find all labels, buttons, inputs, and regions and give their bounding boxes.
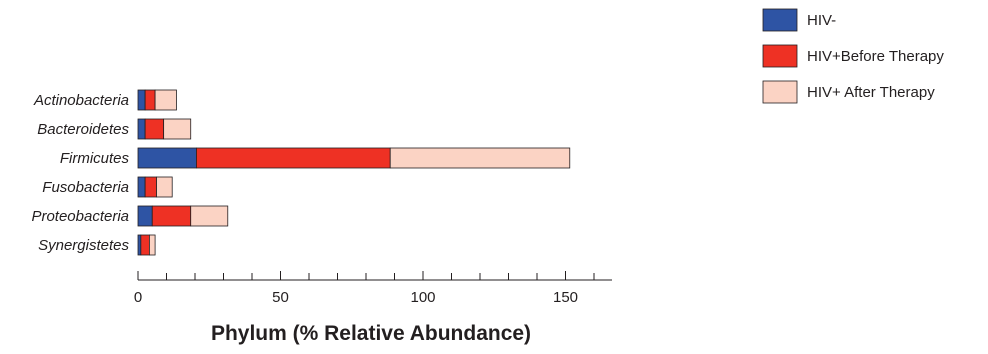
bar-actinobacteria-hiv-after-therapy — [154, 89, 177, 111]
category-labels: Actinobacteria Bacteroidetes Firmicutes Fus… — [31, 92, 129, 254]
x-tick-label: 50 — [272, 289, 289, 306]
bar-firmicutes-hiv-after-therapy — [389, 147, 571, 169]
legend-label: HIV+Before Therapy — [807, 48, 944, 65]
bar-fusobacteria-hiv-after-therapy — [156, 176, 173, 198]
bar-proteobacteria-hiv-before-therapy — [151, 205, 192, 227]
bar-firmicutes-hiv-before-therapy — [196, 147, 391, 169]
x-axis-label: Phylum (% Relative Abundance) — [211, 322, 531, 345]
bar-synergistetes-hiv-before-therapy — [140, 234, 150, 256]
category-label: Actinobacteria — [33, 92, 129, 109]
bar-fusobacteria-hiv — [137, 176, 146, 198]
bars-group — [137, 89, 571, 256]
legend-swatch-hiv-after-therapy — [762, 80, 798, 104]
legend-swatch-hiv-before-therapy — [762, 44, 798, 68]
bar-proteobacteria-hiv — [137, 205, 153, 227]
bar-firmicutes-hiv — [137, 147, 197, 169]
category-label: Synergistetes — [38, 237, 129, 254]
category-label: Fusobacteria — [42, 179, 129, 196]
category-label: Bacteroidetes — [37, 121, 129, 138]
bar-proteobacteria-hiv-after-therapy — [190, 205, 229, 227]
category-label: Proteobacteria — [31, 208, 129, 225]
bar-actinobacteria-hiv-before-therapy — [144, 89, 156, 111]
bar-actinobacteria-hiv — [137, 89, 146, 111]
bar-bacteroidetes-hiv — [137, 118, 146, 140]
x-tick-label: 150 — [553, 289, 578, 306]
category-label: Firmicutes — [60, 150, 130, 167]
bar-bacteroidetes-hiv-after-therapy — [163, 118, 192, 140]
bar-synergistetes-hiv-after-therapy — [148, 234, 156, 256]
x-axis: 0 50 100 150 — [134, 271, 612, 306]
legend: HIV- HIV+Before Therapy HIV+ After Therapy — [762, 8, 944, 104]
bar-synergistetes-hiv — [137, 234, 142, 256]
bar-bacteroidetes-hiv-before-therapy — [144, 118, 165, 140]
bar-fusobacteria-hiv-before-therapy — [144, 176, 157, 198]
legend-swatch-hiv — [762, 8, 798, 32]
x-tick-label: 100 — [410, 289, 435, 306]
legend-label: HIV- — [807, 12, 836, 29]
x-tick-label: 0 — [134, 289, 142, 306]
legend-label: HIV+ After Therapy — [807, 84, 935, 101]
